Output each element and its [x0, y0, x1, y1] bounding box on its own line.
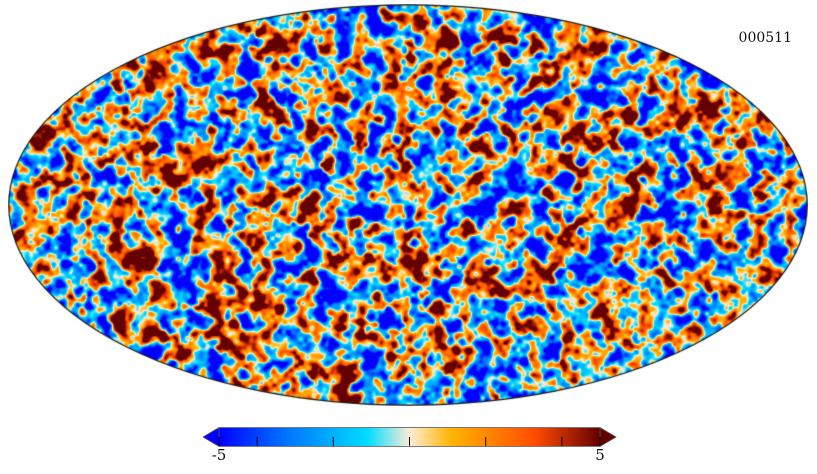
colorbar-max-label: 5: [595, 446, 605, 464]
colorbar-min-label: -5: [211, 446, 227, 464]
colorbar-gradient-bar: [203, 427, 617, 447]
sky-map-mollweide: [8, 4, 808, 406]
colorbar: -5 5: [203, 427, 617, 463]
map-annotation: 000511: [738, 30, 792, 46]
